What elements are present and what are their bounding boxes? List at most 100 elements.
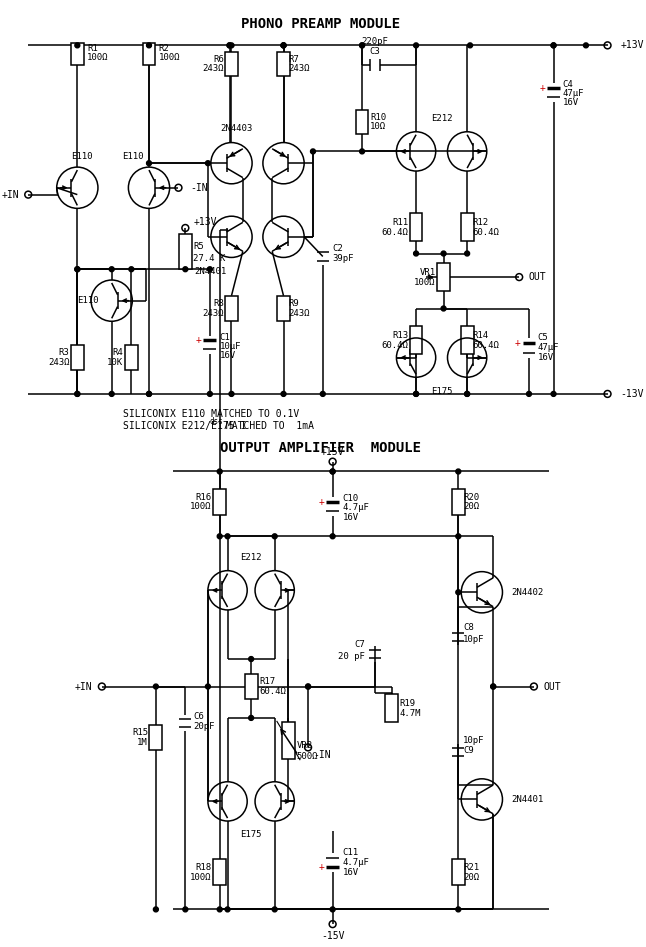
Circle shape [205, 161, 211, 166]
Text: C10: C10 [342, 493, 359, 503]
Text: 243Ω: 243Ω [288, 64, 310, 74]
Text: 47μF: 47μF [538, 343, 559, 352]
Circle shape [109, 391, 114, 397]
Text: 243Ω: 243Ω [202, 64, 224, 74]
Bar [277, 295, 290, 321]
Circle shape [330, 469, 335, 474]
Circle shape [183, 907, 188, 912]
Text: R20: R20 [463, 492, 479, 502]
Text: 100Ω: 100Ω [414, 278, 435, 288]
Circle shape [330, 534, 335, 539]
Circle shape [306, 684, 311, 689]
Circle shape [153, 907, 158, 912]
Text: +IN: +IN [74, 682, 92, 691]
Text: 16V: 16V [538, 353, 554, 362]
Text: 39pF: 39pF [333, 254, 354, 263]
Circle shape [272, 907, 277, 912]
Text: 4.7M: 4.7M [399, 708, 421, 718]
Circle shape [491, 684, 495, 689]
Text: 243Ω: 243Ω [288, 309, 310, 318]
Text: R11: R11 [392, 218, 408, 226]
Circle shape [413, 251, 419, 256]
Text: +15V: +15V [321, 447, 344, 456]
Text: C4: C4 [563, 80, 573, 89]
Text: 243Ω: 243Ω [48, 358, 70, 367]
Circle shape [207, 391, 213, 397]
Text: 20pF: 20pF [193, 723, 214, 731]
Text: VR2: VR2 [297, 741, 313, 750]
Text: R8: R8 [213, 299, 224, 308]
Bar [437, 263, 450, 291]
Text: SILICONIX E212/E175 I: SILICONIX E212/E175 I [123, 421, 247, 431]
Text: C1: C1 [220, 333, 231, 343]
Text: C2: C2 [333, 244, 344, 253]
Text: 10K: 10K [107, 358, 123, 367]
Bar [461, 326, 474, 353]
Text: E110: E110 [123, 152, 144, 161]
Text: 220pF: 220pF [361, 37, 388, 46]
Circle shape [330, 907, 335, 912]
Text: +: + [539, 82, 545, 93]
Text: 2N4401: 2N4401 [194, 267, 227, 276]
Circle shape [217, 469, 222, 474]
Text: 20Ω: 20Ω [463, 502, 479, 511]
Bar [245, 673, 258, 699]
Circle shape [441, 251, 446, 256]
Circle shape [360, 149, 364, 153]
Circle shape [75, 391, 80, 397]
Circle shape [147, 391, 151, 397]
Text: E110: E110 [78, 296, 99, 305]
Circle shape [360, 43, 364, 47]
Circle shape [551, 43, 556, 47]
Bar [125, 345, 138, 370]
Bar [71, 43, 84, 64]
Circle shape [330, 469, 335, 474]
Text: 20Ω: 20Ω [463, 872, 479, 882]
Circle shape [360, 43, 364, 47]
Circle shape [109, 267, 114, 272]
Text: 16V: 16V [342, 513, 359, 522]
Bar [461, 213, 474, 241]
Circle shape [225, 534, 230, 539]
Circle shape [75, 267, 80, 272]
Bar [225, 52, 238, 76]
Circle shape [281, 43, 286, 47]
Text: R7: R7 [288, 55, 299, 63]
Circle shape [249, 656, 254, 662]
Bar [282, 722, 295, 759]
Circle shape [281, 43, 286, 47]
Text: 243Ω: 243Ω [202, 309, 224, 318]
Text: 10pF: 10pF [463, 736, 484, 745]
Circle shape [413, 391, 419, 397]
Circle shape [456, 907, 461, 912]
Text: +IN: +IN [2, 189, 19, 200]
Text: C6: C6 [193, 712, 204, 722]
Text: VR1: VR1 [420, 268, 435, 277]
Text: OUT: OUT [529, 272, 547, 282]
Text: SILICONIX E110 MATCHED TO 0.1V: SILICONIX E110 MATCHED TO 0.1V [123, 408, 300, 419]
Text: R3: R3 [59, 348, 70, 357]
Text: 10Ω: 10Ω [370, 122, 386, 132]
Circle shape [207, 267, 213, 272]
Circle shape [583, 43, 589, 47]
Circle shape [153, 684, 158, 689]
Circle shape [75, 43, 80, 47]
Text: 2N4401: 2N4401 [512, 795, 543, 804]
Text: +: + [196, 335, 202, 346]
Text: E212: E212 [431, 114, 452, 122]
Text: 100Ω: 100Ω [191, 502, 212, 511]
Text: OUTPUT AMPLIFIER  MODULE: OUTPUT AMPLIFIER MODULE [220, 441, 421, 455]
Text: -IN: -IN [190, 183, 208, 193]
Text: 60.4Ω: 60.4Ω [381, 228, 408, 238]
Bar [71, 345, 84, 370]
Text: 100Ω: 100Ω [87, 53, 109, 63]
Circle shape [217, 534, 222, 539]
Circle shape [413, 43, 419, 47]
Circle shape [272, 534, 277, 539]
Bar [143, 43, 156, 64]
Text: E175: E175 [431, 387, 452, 397]
Circle shape [75, 391, 80, 397]
Circle shape [249, 716, 254, 721]
Circle shape [306, 684, 311, 689]
Circle shape [147, 43, 151, 47]
